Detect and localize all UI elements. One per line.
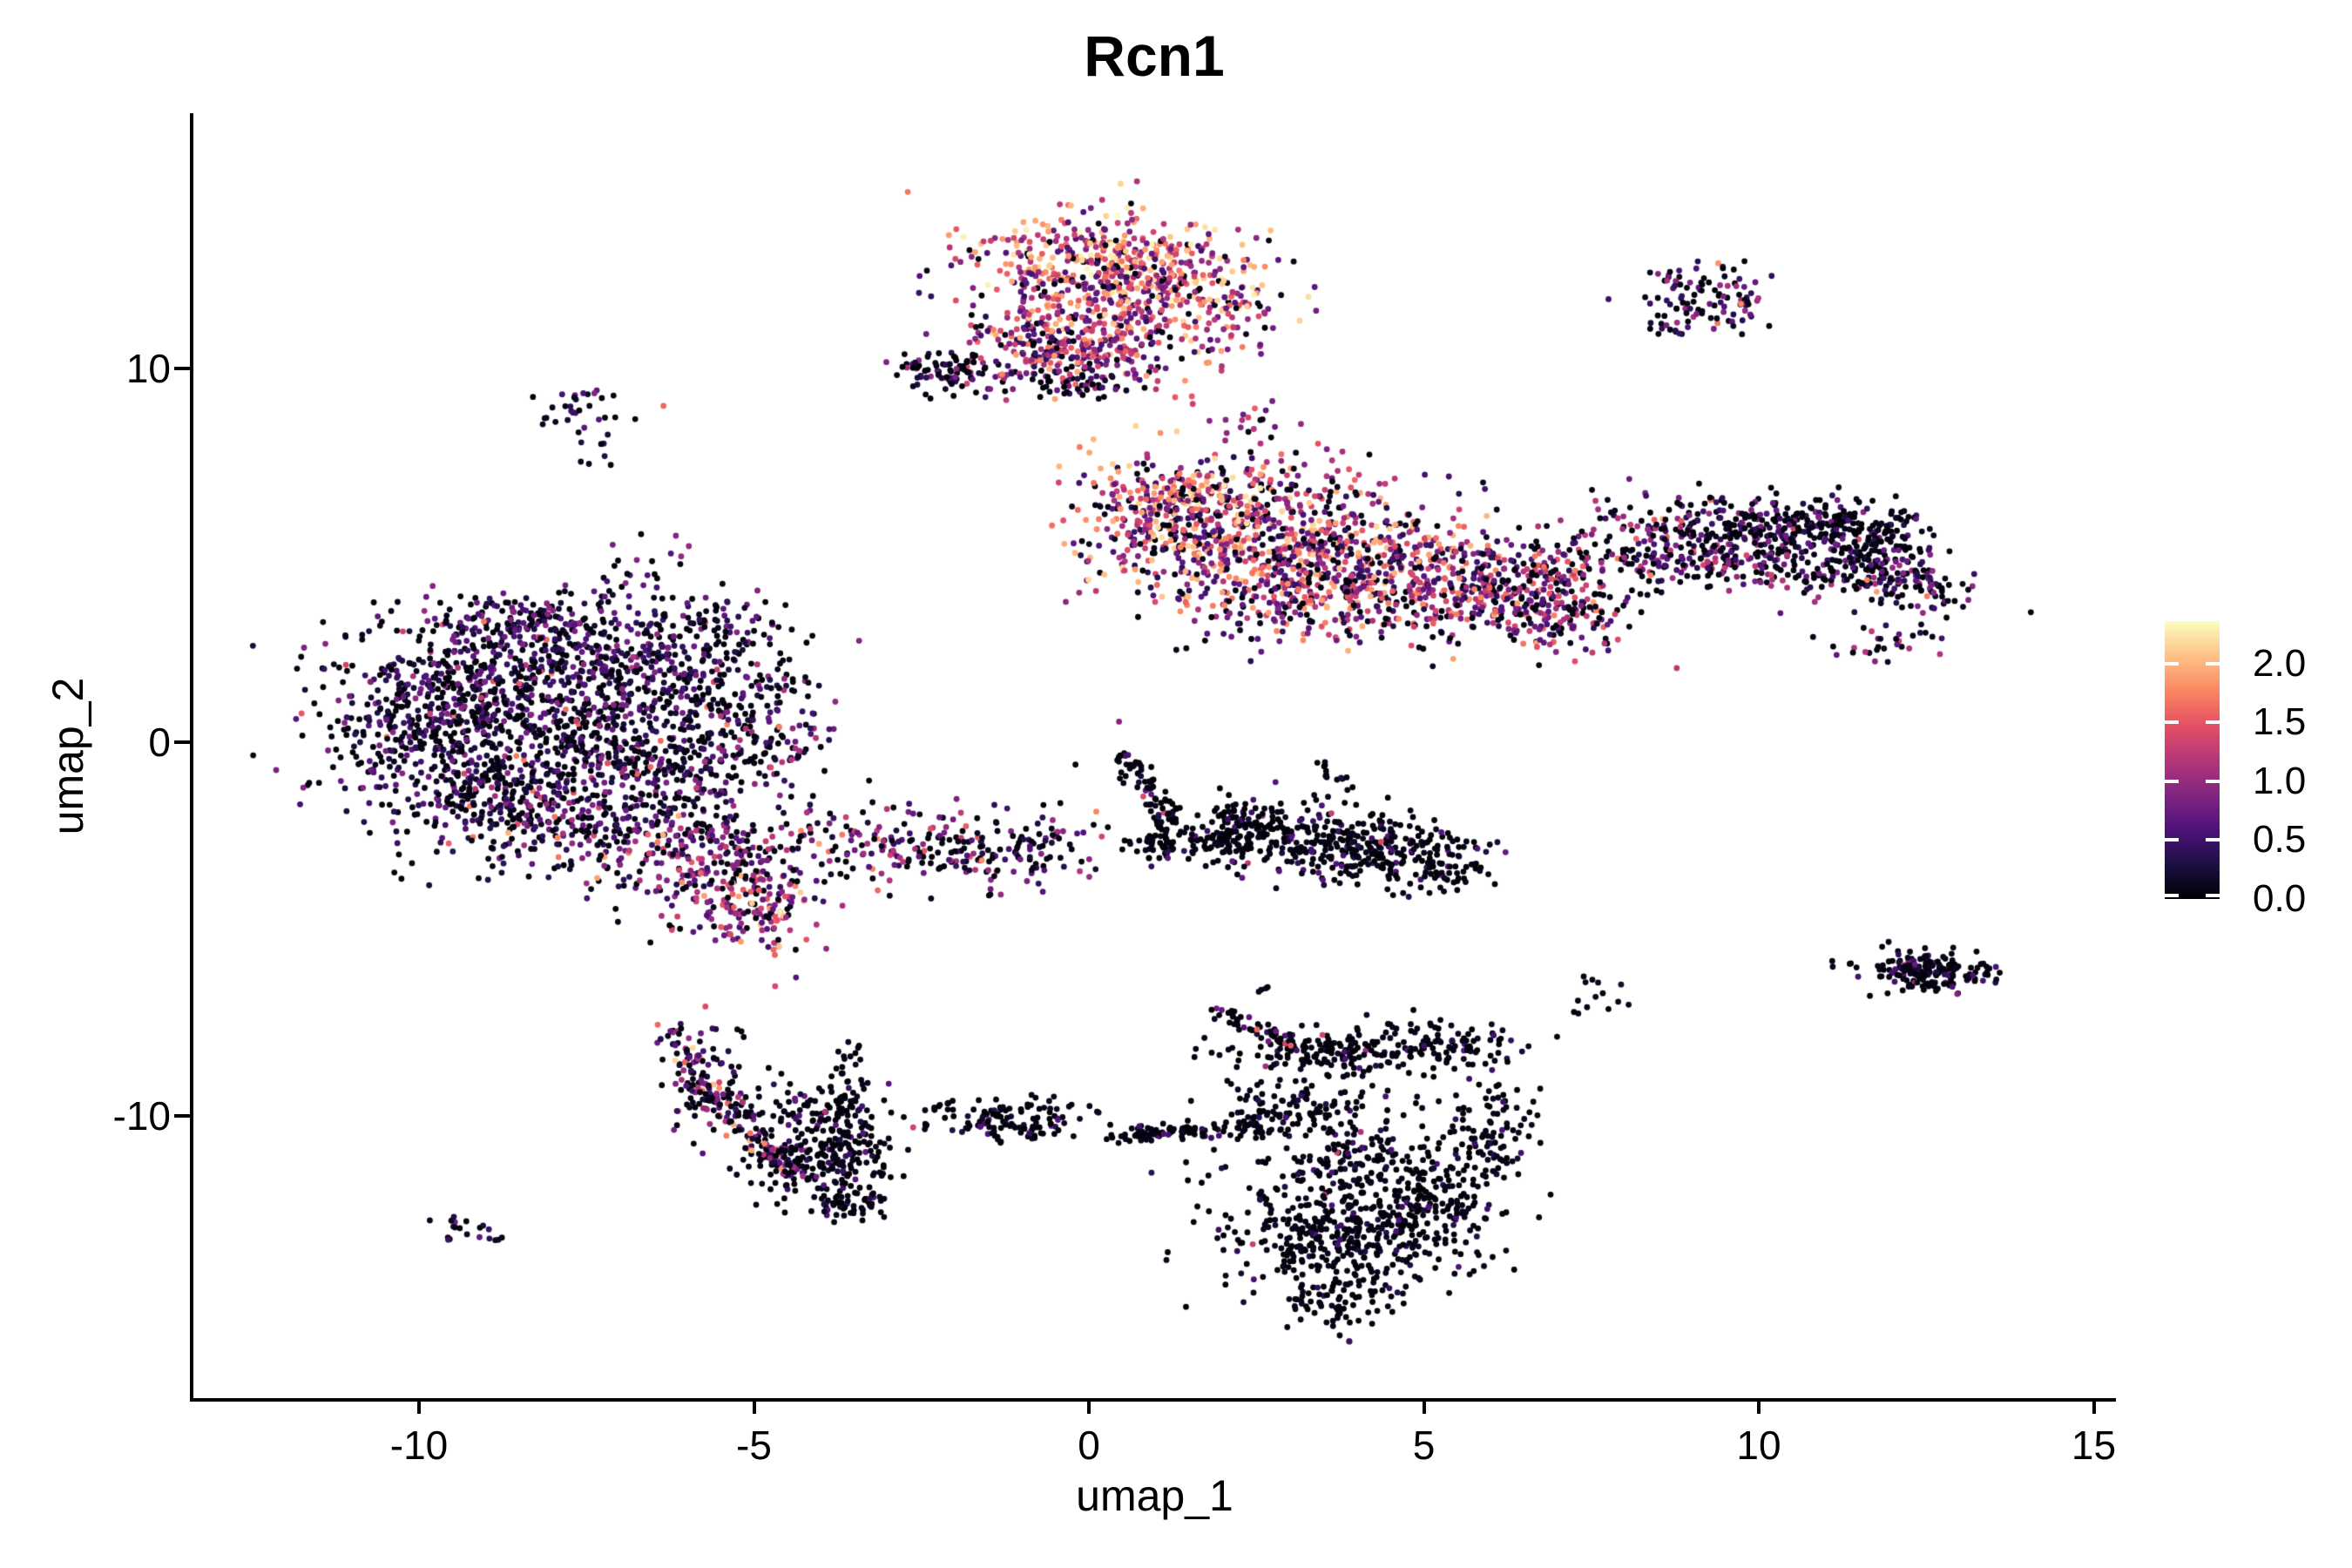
x-tick-mark xyxy=(1087,1398,1091,1414)
x-tick-label: 5 xyxy=(1412,1423,1436,1468)
colorbar-tick-mark xyxy=(2206,661,2220,666)
x-tick-mark xyxy=(1757,1398,1761,1414)
colorbar-tick-label: 0.0 xyxy=(2253,877,2307,920)
x-tick-mark xyxy=(417,1398,421,1414)
x-tick-label: 0 xyxy=(1078,1423,1100,1468)
colorbar-tick-label: 0.5 xyxy=(2253,818,2307,862)
y-tick-mark xyxy=(174,1114,190,1118)
colorbar-tick-label: 1.5 xyxy=(2253,700,2307,744)
colorbar-gradient xyxy=(2165,621,2220,899)
colorbar-tick-mark xyxy=(2206,779,2220,783)
x-axis-title: umap_1 xyxy=(1076,1471,1233,1520)
x-tick-label: 10 xyxy=(1736,1423,1781,1468)
y-tick-label: 10 xyxy=(125,346,171,391)
colorbar-tick-mark xyxy=(2206,838,2220,842)
x-tick-mark xyxy=(1422,1398,1426,1414)
y-tick-label: 0 xyxy=(148,720,171,765)
x-tick-label: -5 xyxy=(736,1423,772,1468)
colorbar-tick-mark xyxy=(2165,838,2179,842)
colorbar-tick-mark xyxy=(2206,720,2220,725)
y-axis-title: umap_2 xyxy=(44,677,92,835)
y-tick-label: -10 xyxy=(112,1093,171,1139)
x-tick-label: -10 xyxy=(389,1423,449,1468)
colorbar-tick-label: 2.0 xyxy=(2253,641,2307,685)
colorbar-tick-mark xyxy=(2165,779,2179,783)
colorbar-tick-mark xyxy=(2165,894,2179,897)
x-tick-label: 15 xyxy=(2071,1423,2117,1468)
colorbar-tick-mark xyxy=(2165,720,2179,725)
y-tick-mark xyxy=(174,367,190,370)
y-tick-mark xyxy=(174,740,190,744)
x-tick-mark xyxy=(752,1398,756,1414)
colorbar-tick-mark xyxy=(2206,894,2220,897)
x-tick-mark xyxy=(2092,1398,2096,1414)
colorbar-tick-label: 1.0 xyxy=(2253,759,2307,802)
colorbar-tick-mark xyxy=(2165,661,2179,666)
plot-panel xyxy=(190,113,2116,1402)
